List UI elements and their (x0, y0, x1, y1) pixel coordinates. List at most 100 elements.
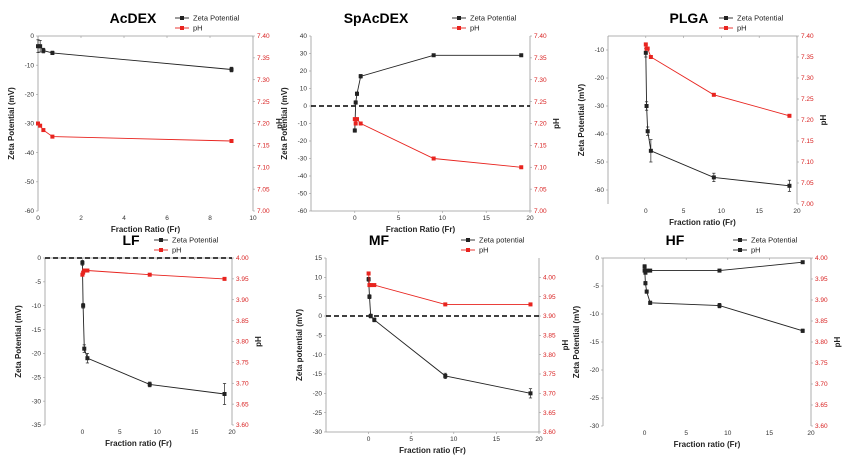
y2-tick-label: 3.85 (543, 333, 556, 340)
y2-tick-label: 3.95 (236, 276, 249, 283)
x-tick-label: 10 (439, 215, 447, 222)
x-axis-label: Fraction ratio (Fr) (399, 446, 466, 455)
y-tick-label: -15 (590, 339, 600, 346)
data-point (366, 271, 371, 276)
y2-tick-label: 7.10 (801, 159, 814, 166)
data-point (800, 260, 805, 265)
y-tick-label: 20 (300, 68, 308, 75)
series-line (38, 45, 232, 70)
data-point (642, 264, 647, 269)
series-line (354, 118, 522, 168)
y2-tick-label: 4.00 (236, 255, 249, 262)
legend-ph-marker (180, 26, 184, 30)
y2-tick-label: 7.25 (534, 99, 547, 106)
legend-zeta-marker (738, 238, 742, 242)
legend-ph-marker (466, 248, 470, 252)
data-point (787, 183, 792, 188)
data-point (38, 123, 43, 128)
y2-tick-label: 3.65 (236, 401, 249, 408)
y2-tick-label: 3.65 (815, 402, 828, 409)
data-point (82, 268, 87, 273)
x-tick-label: 0 (36, 215, 40, 222)
legend-ph-label: pH (751, 246, 761, 255)
y-tick-label: -25 (313, 410, 323, 417)
ph-series (366, 271, 533, 307)
legend-zeta-marker (180, 16, 184, 20)
y2-tick-label: 7.40 (257, 33, 270, 40)
y2-tick-label: 4.00 (543, 275, 556, 282)
chart-title: LF (122, 232, 140, 248)
data-point (519, 165, 524, 170)
y-tick-label: -20 (590, 367, 600, 374)
data-point (354, 91, 359, 96)
y2-tick-label: 7.35 (257, 55, 270, 62)
x-tick-label: 15 (483, 215, 491, 222)
y2-tick-label: 3.95 (815, 276, 828, 283)
data-point (50, 134, 55, 139)
y2-tick-label: 7.10 (534, 164, 547, 171)
data-point (354, 117, 359, 122)
y-tick-label: 0 (303, 103, 307, 110)
y-tick-label: -30 (590, 423, 600, 430)
data-point (644, 289, 649, 294)
y-tick-label: 0 (37, 255, 41, 262)
x-tick-label: 10 (450, 436, 458, 443)
data-point (352, 128, 357, 133)
data-point (353, 100, 358, 105)
y2-tick-label: 3.75 (236, 360, 249, 367)
data-point (443, 373, 448, 378)
y2-tick-label: 7.20 (801, 117, 814, 124)
y2-tick-label: 7.15 (534, 143, 547, 150)
data-point (82, 346, 87, 351)
x-tick-label: 5 (684, 430, 688, 437)
data-point (358, 74, 363, 79)
y-axis-label: Zeta Potential (mV) (280, 87, 289, 160)
x-axis-label: Fraction ratio (Fr) (674, 440, 741, 449)
x-tick-label: 10 (154, 429, 162, 436)
data-point (519, 53, 524, 58)
chart-panel-plga: PLGA -10 -20 -30 -40 -50 -60 7.40 7.35 7.30 7.25 7.… (577, 10, 828, 227)
y-tick-label: -20 (595, 75, 605, 82)
y-tick-label: -5 (316, 333, 322, 340)
x-axis-label: Fraction Ratio (Fr) (386, 225, 456, 234)
data-point (717, 268, 722, 273)
y-tick-label: 0 (595, 255, 599, 262)
legend-zeta-label: Zeta Potential (193, 14, 240, 23)
data-point (222, 391, 227, 396)
series-line (81, 262, 225, 395)
y-tick-label: -20 (313, 391, 323, 398)
data-point (358, 121, 363, 126)
y2-tick-label: 3.75 (543, 371, 556, 378)
chart-title: HF (666, 232, 685, 248)
x-tick-label: 0 (644, 208, 648, 215)
y2-tick-label: 3.80 (236, 339, 249, 346)
y2-axis-label: pH (561, 339, 570, 350)
y2-tick-label: 3.80 (543, 352, 556, 359)
legend-ph-marker (738, 248, 742, 252)
y-tick-label: 5 (318, 294, 322, 301)
y2-tick-label: 3.75 (815, 360, 828, 367)
x-tick-label: 20 (526, 215, 534, 222)
y-tick-label: -5 (593, 283, 599, 290)
chart-title: AcDEX (110, 10, 157, 26)
y-tick-label: -60 (298, 208, 308, 215)
data-point (80, 260, 85, 265)
series-line (81, 270, 225, 280)
y2-tick-label: 7.05 (257, 186, 270, 193)
y2-tick-label: 3.70 (815, 381, 828, 388)
data-point (368, 314, 373, 318)
ph-series (352, 117, 524, 170)
data-point (222, 276, 227, 281)
chart-title: PLGA (670, 10, 709, 26)
legend-zeta-marker (724, 16, 728, 20)
legend-ph-label: pH (172, 246, 182, 255)
data-point (229, 139, 234, 143)
data-point (352, 117, 357, 122)
data-point (431, 53, 436, 58)
data-point (643, 42, 648, 47)
y2-tick-label: 7.15 (801, 138, 814, 145)
y2-tick-label: 7.00 (534, 208, 547, 215)
data-point (36, 44, 40, 49)
